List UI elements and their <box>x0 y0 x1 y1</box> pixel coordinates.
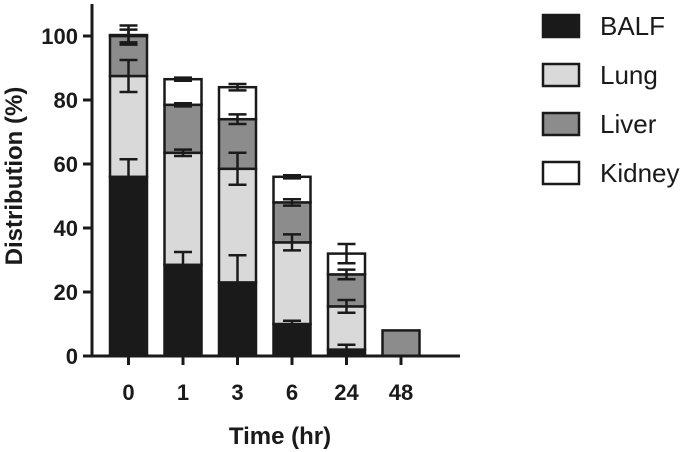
legend-swatch-balf <box>541 13 581 39</box>
legend-swatch-lung <box>541 62 581 88</box>
x-tick-label: 24 <box>334 380 359 405</box>
legend-swatch-liver <box>541 111 581 137</box>
legend-label-liver: Liver <box>600 109 657 139</box>
y-axis: 0 20 40 60 80 100 <box>41 4 94 369</box>
x-tick-label: 48 <box>389 380 413 405</box>
y-tick-label: 40 <box>54 216 78 241</box>
y-tick-label: 20 <box>54 280 78 305</box>
y-axis-label: Distribution (%) <box>1 87 28 266</box>
x-tick-label: 0 <box>122 380 134 405</box>
legend: BALF Lung Liver Kidney <box>541 11 680 188</box>
legend-swatch-kidney <box>541 160 581 186</box>
bar-lung-1 <box>163 151 203 267</box>
y-tick-label: 60 <box>54 152 78 177</box>
y-tick-label: 80 <box>54 88 78 113</box>
x-axis: 0 1 3 6 24 48 <box>90 354 460 405</box>
bar-liver-48 <box>381 329 421 358</box>
bar-balf-6 <box>272 322 312 358</box>
x-tick-label: 1 <box>177 380 189 405</box>
bar-balf-0 <box>108 175 149 358</box>
y-tick-label: 0 <box>66 344 78 369</box>
y-tick-label: 100 <box>41 24 78 49</box>
x-tick-label: 6 <box>286 380 298 405</box>
plot-area <box>108 24 421 358</box>
legend-label-lung: Lung <box>600 60 658 90</box>
bar-liver-1 <box>163 103 203 155</box>
bar-lung-6 <box>272 241 312 326</box>
legend-label-balf: BALF <box>600 11 665 41</box>
bar-kidney-1 <box>163 77 203 107</box>
legend-label-kidney: Kidney <box>600 158 680 188</box>
x-axis-label: Time (hr) <box>229 423 331 450</box>
x-tick-label: 3 <box>231 380 243 405</box>
